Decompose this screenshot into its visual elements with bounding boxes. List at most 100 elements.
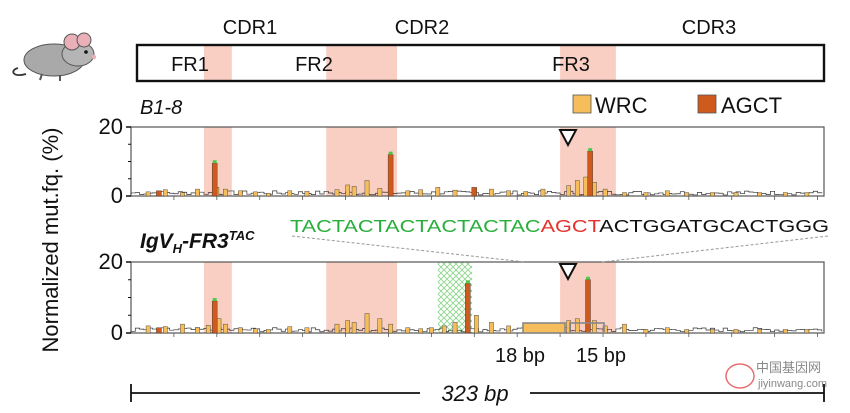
- bar-wrc-36: [684, 329, 689, 334]
- cdr-shade-1-0: [203, 46, 232, 80]
- bar-wrc-14: [351, 322, 357, 334]
- bar-wrc-35: [665, 327, 670, 334]
- bar-wrc-3: [195, 327, 200, 334]
- hotspot-marker-top: [558, 129, 578, 148]
- bar-wrc-23: [506, 190, 511, 197]
- seq-guide-left: [291, 235, 526, 263]
- legend-agct-label: AGCT: [721, 93, 782, 118]
- bar-agct-2: [387, 154, 394, 197]
- bar-wrc-37: [757, 192, 762, 197]
- bar-wrc-37: [710, 329, 715, 334]
- legend-wrc-swatch: [572, 94, 592, 114]
- bar-wrc-20: [429, 327, 434, 334]
- bar-wrc-34: [643, 329, 649, 334]
- bar-wrc-13: [351, 186, 357, 197]
- bar-wrc-32: [643, 192, 649, 197]
- bar-wrc-31: [622, 192, 627, 197]
- cdr-shading: [203, 46, 616, 333]
- bar-wrc-22: [452, 322, 458, 334]
- bar-wrc-19: [435, 187, 441, 197]
- region-box: [135, 43, 826, 83]
- bar-wrc-36: [733, 192, 739, 197]
- bp15-box: [569, 322, 605, 334]
- length-bracket: 323 bp: [130, 381, 825, 406]
- bar-agct-1: [211, 300, 218, 334]
- bar-wrc-12: [334, 323, 340, 334]
- bar-wrc-2: [180, 192, 185, 197]
- bar-wrc-35: [710, 192, 715, 197]
- bar-wrc-41: [804, 329, 810, 334]
- bar-wrc-18: [418, 189, 423, 197]
- fr3-label: FR3: [552, 54, 590, 76]
- bar-peak-agct-3: [585, 276, 590, 280]
- bar-wrc-8: [253, 328, 258, 334]
- bar-wrc-8: [266, 193, 271, 197]
- bar-peak-agct-1: [212, 298, 217, 302]
- bar-wrc-17: [388, 323, 393, 334]
- cdr-shade-2-0: [326, 46, 398, 80]
- bar-wrc-32: [602, 325, 608, 334]
- bar-wrc-0: [145, 191, 151, 197]
- panel2-title-mid: -FR3: [182, 230, 229, 253]
- bar-wrc-23: [474, 315, 479, 334]
- panel2-title-base: IgV: [140, 230, 175, 253]
- bar-wrc-15: [377, 188, 383, 197]
- seq-guide-right: [601, 235, 829, 263]
- region-map: CDR1 CDR2 CDR3 FR1 FR2 FR3: [135, 17, 826, 83]
- bar-wrc-1: [163, 326, 168, 334]
- length-label: 323 bp: [441, 381, 508, 406]
- cdr-shade-1-1: [203, 127, 232, 196]
- bar-wrc-7: [238, 327, 243, 334]
- bar-wrc-40: [783, 329, 788, 334]
- legend-wrc-label: WRC: [595, 93, 648, 118]
- bar-wrc-39: [804, 192, 810, 197]
- bp18-label: 18 bp: [495, 345, 545, 367]
- panel-b1-8: 0 20: [99, 114, 825, 208]
- cdr2-label: CDR2: [395, 17, 449, 39]
- bar-wrc-10: [304, 190, 310, 197]
- bar-wrc-24: [489, 322, 494, 334]
- bar-wrc-30: [574, 318, 580, 334]
- watermark-cn: 中国基因网: [756, 360, 821, 375]
- bar-wrc-10: [287, 326, 293, 334]
- hotspot-marker-bottom: [558, 263, 578, 282]
- bar-peak-agct-2: [465, 280, 470, 284]
- bar-peak-agct-2: [388, 151, 393, 155]
- bar-peak-agct-1: [212, 160, 217, 164]
- cdr-shade-2-2: [326, 262, 398, 333]
- bp15-label: 15 bp: [576, 345, 626, 367]
- bar-wrc-34: [684, 192, 689, 197]
- bar-wrc-13: [345, 320, 350, 334]
- bar-wrc-28: [583, 176, 589, 197]
- seq-green: TACTACTACTACTACTAC: [290, 216, 541, 236]
- bar-wrc-39: [757, 329, 762, 334]
- panel-fr3tac: 0 20: [99, 249, 825, 345]
- y-tick-label-20: 20: [99, 249, 123, 274]
- bar-wrc-25: [506, 325, 511, 334]
- bar-wrc-19: [418, 328, 423, 334]
- bar-wrc-7: [253, 191, 258, 197]
- panel1-title-text: B1-8: [140, 97, 182, 119]
- bar-wrc-27: [574, 180, 580, 197]
- y-axis-label: Normalized mut.fq. (%): [38, 128, 63, 353]
- panel1-title: B1-8: [140, 97, 182, 119]
- bar-agct-3: [471, 187, 477, 197]
- bar-wrc-20: [452, 189, 458, 197]
- bar-wrc-6: [238, 190, 243, 197]
- cdr3-label: CDR3: [682, 17, 736, 39]
- y-tick-label-20: 20: [99, 114, 123, 139]
- panel-frame: [130, 126, 825, 197]
- watermark-logo: [725, 363, 755, 389]
- panel2-title: IgVH-FR3TAC: [140, 228, 255, 256]
- bar-agct-4: [587, 150, 593, 197]
- bar-agct-3: [585, 279, 591, 334]
- insert-sequence: TACTACTACTACTACTAC AGCT ACTGGATGCACTGGG: [290, 216, 829, 236]
- bar-wrc-33: [622, 323, 627, 334]
- seq-black: ACTGGATGCACTGGG: [599, 216, 829, 236]
- bar-wrc-4: [205, 324, 211, 334]
- bar-wrc-11: [304, 327, 310, 334]
- y-tick-label-0: 0: [111, 183, 123, 208]
- bar-agct-2: [465, 283, 471, 334]
- bar-wrc-5: [216, 318, 222, 334]
- bar-wrc-21: [441, 325, 447, 334]
